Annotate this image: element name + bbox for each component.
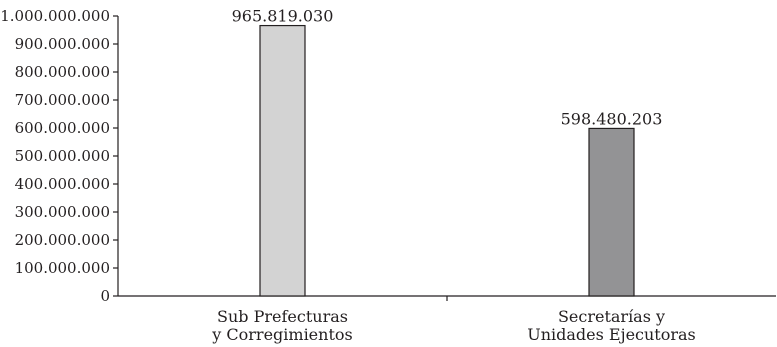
y-tick-label: 200.000.000 <box>15 231 110 249</box>
y-tick-label: 300.000.000 <box>15 203 110 221</box>
y-tick-label: 500.000.000 <box>15 147 110 165</box>
x-tick-label: Unidades Ejecutoras <box>527 325 696 344</box>
y-tick-label: 600.000.000 <box>15 119 110 137</box>
y-tick-label: 0 <box>100 287 110 305</box>
y-tick-label: 800.000.000 <box>15 63 110 81</box>
data-label: 598.480.203 <box>561 109 663 128</box>
y-tick-label: 100.000.000 <box>15 259 110 277</box>
data-label: 965.819.030 <box>232 7 334 26</box>
x-axis <box>118 295 776 301</box>
bar <box>259 24 306 297</box>
bars <box>259 24 635 297</box>
x-tick-label: Secretarías y <box>558 307 665 326</box>
x-tick-label: y Corregimientos <box>211 325 352 344</box>
y-tick-label: 1.000.000.000 <box>0 7 110 25</box>
x-tick-label: Sub Prefecturas <box>217 307 348 326</box>
y-tick-label: 400.000.000 <box>15 175 110 193</box>
data-labels: 965.819.030 598.480.203 <box>232 7 663 129</box>
y-tick-label: 700.000.000 <box>15 91 110 109</box>
y-axis: 0 100.000.000 200.000.000 300.000.000 400.00… <box>0 7 119 305</box>
bar <box>588 127 635 297</box>
y-tick-label: 900.000.000 <box>15 35 110 53</box>
